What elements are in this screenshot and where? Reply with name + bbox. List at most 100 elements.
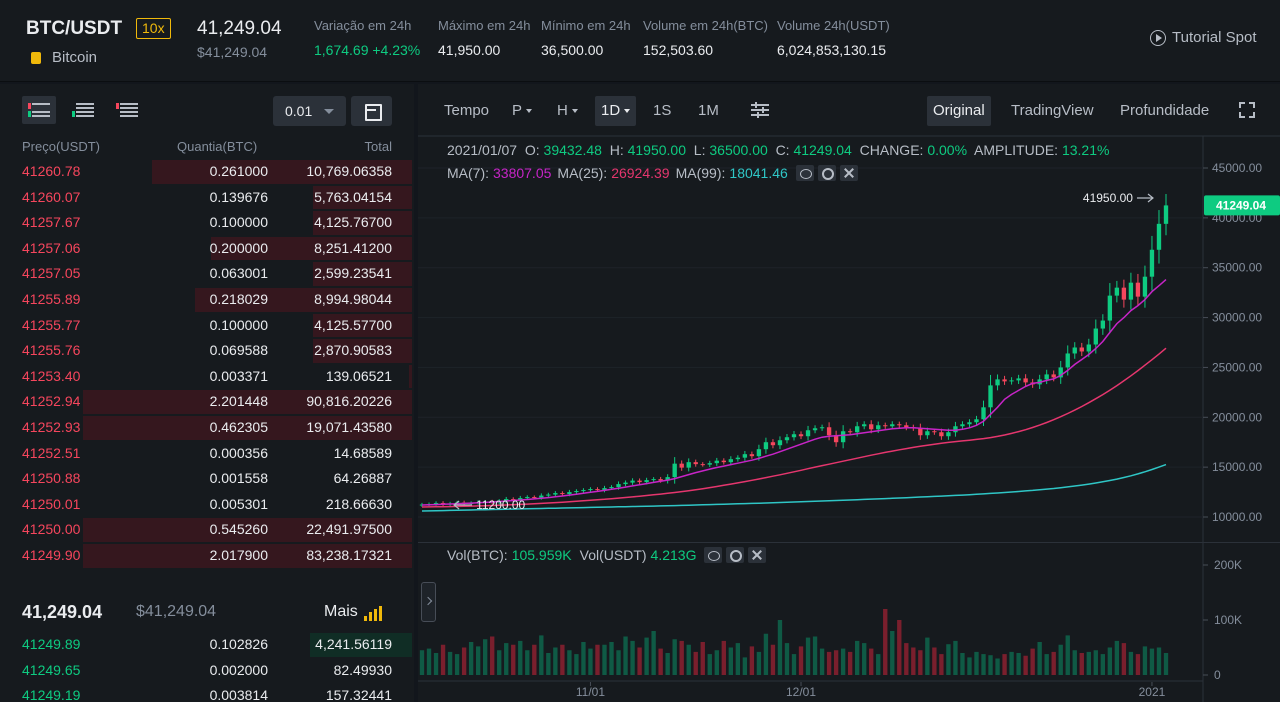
precision-select[interactable]: 0.01 [273, 96, 346, 126]
interval-1s[interactable]: 1S [653, 102, 672, 119]
row-total: 8,251.41200 [314, 239, 392, 256]
volume-bar [686, 644, 691, 675]
candle-body [1163, 205, 1169, 224]
bid-row[interactable]: 41249.89 0.102826 4,241.56119 [0, 632, 414, 658]
ask-row[interactable]: 41260.78 0.261000 10,769.06358 [0, 159, 414, 185]
volume-bar [904, 643, 909, 675]
ask-row[interactable]: 41255.89 0.218029 8,994.98044 [0, 287, 414, 313]
candle-body [742, 454, 748, 458]
close-icon[interactable] [839, 165, 858, 181]
view-depth[interactable]: Profundidade [1120, 102, 1210, 119]
ma25-label: MA(25): [557, 165, 608, 181]
ask-row[interactable]: 41252.93 0.462305 19,071.43580 [0, 415, 414, 441]
gear-icon[interactable] [726, 547, 745, 563]
row-price: 41260.07 [22, 188, 81, 205]
stat-value: 41,950.00 [438, 42, 501, 58]
eye-icon[interactable] [795, 165, 814, 181]
leverage-badge[interactable]: 10x [136, 18, 171, 39]
ask-row[interactable]: 41257.05 0.063001 2,599.23541 [0, 261, 414, 287]
y-tick-label: 25000.00 [1212, 360, 1262, 374]
volume-bar [784, 643, 790, 675]
volume-bar [679, 640, 684, 675]
row-qty: 0.069588 [209, 342, 268, 359]
row-qty: 0.003814 [209, 687, 268, 702]
expand-panel-button[interactable] [421, 582, 436, 622]
volume-bar [1002, 654, 1007, 675]
ask-row[interactable]: 41260.07 0.139676 5,763.04154 [0, 185, 414, 211]
bid-row[interactable]: 41249.65 0.002000 82.49930 [0, 658, 414, 684]
interval-1d[interactable]: 1D [595, 96, 637, 126]
view-both-button[interactable] [22, 96, 56, 124]
ask-row[interactable]: 41253.40 0.003371 139.06521 [0, 364, 414, 390]
legend-change-label: CHANGE: [859, 142, 924, 158]
candle-body [651, 479, 656, 481]
volume-bar [721, 640, 726, 675]
bid-row[interactable]: 41249.19 0.003814 157.32441 [0, 683, 414, 702]
volume-divider [418, 542, 1280, 543]
candlestick-chart[interactable]: 45000.0040000.0035000.0030000.0025000.00… [418, 84, 1280, 702]
volume-bar [1156, 647, 1162, 675]
tutorial-link[interactable]: Tutorial Spot [1150, 29, 1257, 46]
volume-bar [539, 635, 544, 675]
ask-row[interactable]: 41252.94 2.201448 90,816.20226 [0, 389, 414, 415]
candle-body [932, 431, 937, 433]
candle-body [777, 440, 783, 446]
eye-icon[interactable] [704, 547, 723, 563]
volume-bar [883, 609, 888, 675]
candle-body [939, 432, 944, 437]
interval-1m[interactable]: 1M [698, 102, 719, 119]
row-total: 157.32441 [325, 687, 392, 702]
volume-bar [433, 653, 439, 675]
ask-row[interactable]: 41257.06 0.200000 8,251.41200 [0, 236, 414, 262]
stat-volume-usdt: Volume 24h(USDT) 6,024,853,130.15 [777, 18, 890, 58]
mid-price: 41,249.04 [22, 602, 103, 622]
volume-bar [630, 640, 635, 675]
row-qty: 0.063001 [209, 265, 268, 282]
view-tradingview[interactable]: TradingView [1011, 102, 1094, 119]
view-bids-button[interactable] [66, 96, 100, 124]
ask-row[interactable]: 41255.76 0.069588 2,870.90583 [0, 338, 414, 364]
time-label: Tempo [444, 102, 490, 119]
vol-tick-label: 200K [1214, 558, 1242, 572]
last-price-tag-label: 41249.04 [1216, 198, 1266, 212]
volume-bar [974, 651, 979, 675]
volume-bar [1163, 653, 1169, 675]
fullscreen-icon[interactable] [1239, 102, 1255, 118]
volume-bar [454, 654, 460, 675]
view-asks-button[interactable] [110, 96, 144, 124]
y-tick-label: 20000.00 [1212, 410, 1262, 424]
candle-body [805, 430, 811, 437]
depth-bar [408, 364, 412, 389]
ask-row[interactable]: 41249.90 2.017900 83,238.17321 [0, 543, 414, 569]
volume-bar [1121, 643, 1127, 675]
row-total: 22,491.97500 [306, 521, 392, 538]
volume-bar [567, 650, 572, 675]
ask-row[interactable]: 41250.88 0.001558 64.26887 [0, 466, 414, 492]
ma99-label: MA(99): [675, 165, 726, 181]
stat-value: 152,503.60 [643, 42, 714, 58]
row-qty: 0.545260 [209, 521, 268, 538]
close-icon[interactable] [748, 547, 767, 563]
ask-row[interactable]: 41257.67 0.100000 4,125.76700 [0, 210, 414, 236]
more-button[interactable]: Mais [324, 603, 382, 621]
view-original[interactable]: Original [927, 96, 991, 126]
ask-row[interactable]: 41255.77 0.100000 4,125.57700 [0, 313, 414, 339]
volume-bar [426, 648, 432, 675]
last-price: 41,249.04 [197, 18, 282, 39]
row-price: 41249.19 [22, 687, 81, 702]
orderbook-settings-button[interactable] [351, 96, 392, 126]
volume-bar [981, 654, 986, 675]
volume-bar [602, 644, 607, 675]
gear-icon[interactable] [817, 165, 836, 181]
ask-row[interactable]: 41250.00 0.545260 22,491.97500 [0, 517, 414, 543]
candle-body [1009, 380, 1014, 382]
pair-title[interactable]: BTC/USDT [26, 18, 123, 39]
interval-p[interactable]: P [506, 96, 538, 126]
interval-h[interactable]: H [551, 96, 584, 126]
ask-row[interactable]: 41252.51 0.000356 14.68589 [0, 441, 414, 467]
indicator-settings-icon[interactable] [751, 102, 769, 118]
orderbook-bids-icon [72, 103, 94, 117]
ask-row[interactable]: 41250.01 0.005301 218.66630 [0, 492, 414, 518]
stat-label: Volume 24h(USDT) [777, 18, 890, 33]
coin-name-link[interactable]: Bitcoin [52, 49, 98, 66]
